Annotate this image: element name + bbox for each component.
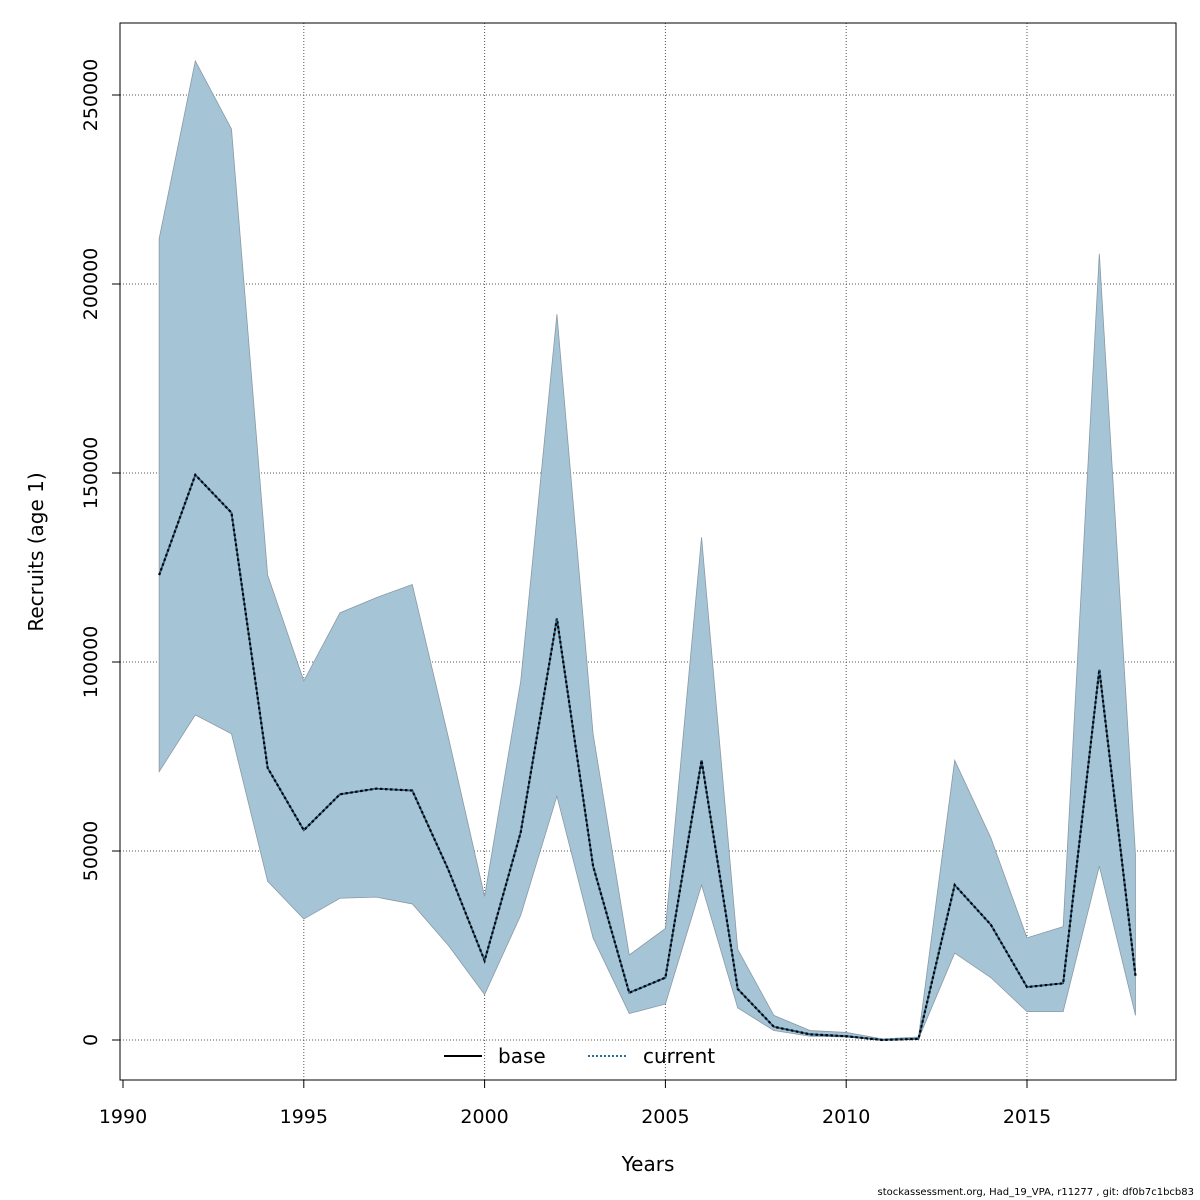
series-line-current-accent bbox=[158, 473, 1137, 1041]
y-tick-label-250000: 250000 bbox=[80, 59, 102, 132]
confidence-band-group bbox=[158, 59, 1136, 1041]
x-tick-label-1990: 1990 bbox=[99, 1106, 147, 1128]
x-tick-label-2005: 2005 bbox=[641, 1106, 689, 1128]
y-axis-title: Recruits (age 1) bbox=[24, 472, 48, 631]
x-tick-label-2000: 2000 bbox=[460, 1106, 508, 1128]
x-tick-label-2010: 2010 bbox=[822, 1106, 870, 1128]
grid-lines bbox=[120, 23, 1176, 1080]
y-tick-label-50000: 50000 bbox=[80, 821, 102, 881]
y-tick-label-0: 0 bbox=[80, 1034, 102, 1046]
y-tick-label-200000: 200000 bbox=[80, 248, 102, 321]
legend: base current bbox=[444, 1044, 715, 1068]
series-lines bbox=[158, 472, 1137, 1042]
y-tick-label-100000: 100000 bbox=[80, 626, 102, 699]
y-tick-label-150000: 150000 bbox=[80, 437, 102, 510]
x-axis-title: Years bbox=[621, 1152, 675, 1176]
y-axis: 0 50000 100000 150000 200000 250000 bbox=[80, 59, 121, 1046]
x-tick-label-1995: 1995 bbox=[280, 1106, 328, 1128]
x-tick-label-2015: 2015 bbox=[1003, 1106, 1051, 1128]
footer-credit: stockassessment.org, Had_19_VPA, r11277 … bbox=[877, 1187, 1195, 1198]
x-axis: 1990 1995 2000 2005 2010 2015 bbox=[99, 1079, 1051, 1128]
confidence-band bbox=[158, 59, 1136, 1041]
legend-label-current: current bbox=[643, 1044, 715, 1068]
legend-label-base: base bbox=[498, 1044, 546, 1068]
